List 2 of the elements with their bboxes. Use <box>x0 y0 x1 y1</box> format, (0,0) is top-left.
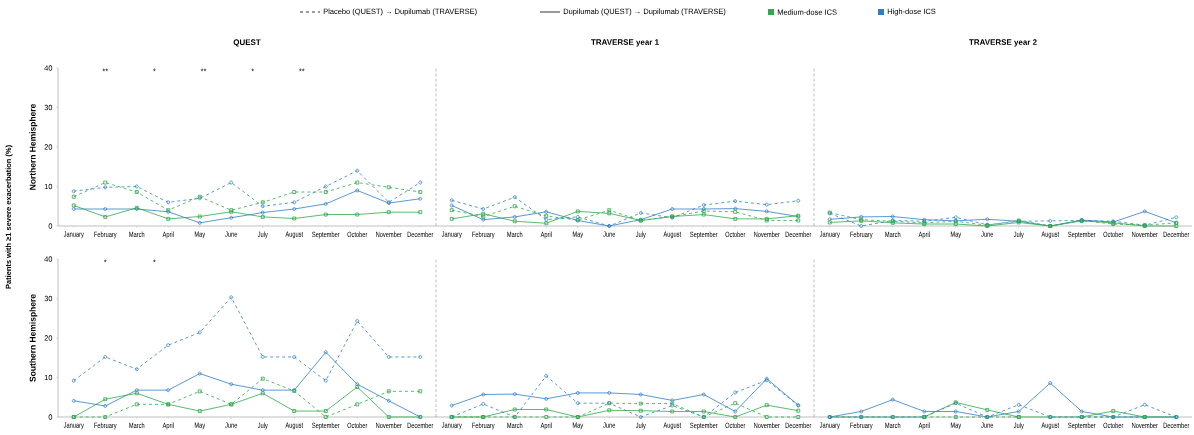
y-axis-title: Northern Hemisphere <box>29 104 38 190</box>
y-axis-title: Southern Hemisphere <box>29 294 38 382</box>
